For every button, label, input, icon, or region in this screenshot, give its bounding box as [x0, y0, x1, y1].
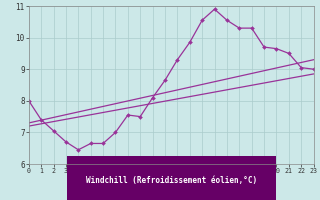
X-axis label: Windchill (Refroidissement éolien,°C): Windchill (Refroidissement éolien,°C) [86, 176, 257, 185]
